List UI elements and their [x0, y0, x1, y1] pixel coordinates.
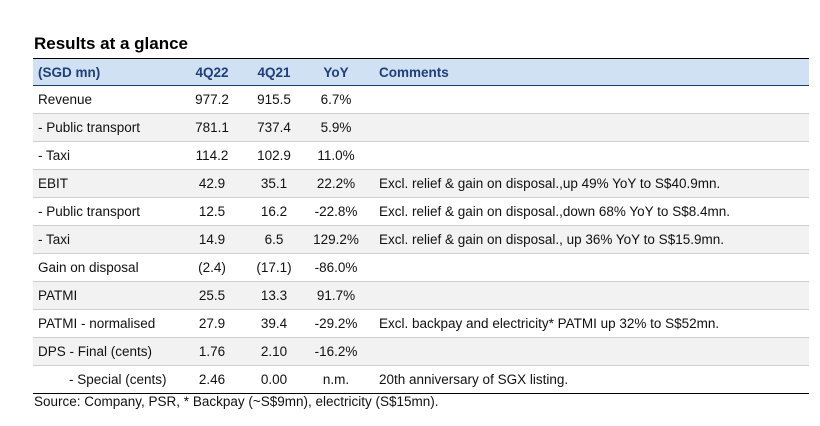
cell-4q22: 27.9 — [198, 316, 226, 331]
cell-yoy: 6.7% — [320, 92, 352, 107]
header-comments: Comments — [379, 64, 449, 80]
cell-4q22: 42.9 — [198, 176, 226, 191]
cell-4q22: 14.9 — [198, 232, 226, 247]
cell-yoy: -29.2% — [314, 316, 358, 331]
cell-4q21: (17.1) — [256, 260, 292, 275]
cell-comment: Excl. relief & gain on disposal.,down 68… — [379, 204, 730, 219]
row-label: Revenue — [38, 92, 93, 107]
table-row: DPS - Final (cents) 1.76 2.10 -16.2% — [33, 338, 809, 366]
cell-comment: 20th anniversary of SGX listing. — [379, 372, 569, 387]
row-label: PATMI - normalised — [38, 316, 156, 331]
cell-4q21: 39.4 — [260, 316, 288, 331]
header-units: (SGD mn) — [38, 64, 101, 80]
cell-4q21: 2.10 — [260, 344, 288, 359]
table-row: PATMI - normalised 27.9 39.4 -29.2% Excl… — [33, 310, 809, 338]
cell-yoy: n.m. — [322, 372, 350, 387]
table-row: - Taxi 14.9 6.5 129.2% Excl. relief & ga… — [33, 226, 809, 254]
figure-title: Results at a glance — [34, 34, 189, 53]
cell-comment: Excl. relief & gain on disposal.,up 49% … — [379, 176, 721, 191]
row-label: - Public transport — [38, 120, 141, 135]
row-label: - Special (cents) — [69, 372, 167, 387]
cell-yoy: 91.7% — [316, 288, 356, 303]
cell-yoy: 22.2% — [316, 176, 356, 191]
row-label: - Public transport — [38, 204, 141, 219]
cell-4q21: 0.00 — [260, 372, 288, 387]
row-label: - Taxi — [38, 232, 71, 247]
row-label: PATMI — [38, 288, 78, 303]
cell-4q22: 1.76 — [198, 344, 226, 359]
cell-yoy: -86.0% — [314, 260, 358, 275]
cell-4q21: 102.9 — [257, 148, 291, 163]
cell-4q21: 16.2 — [260, 204, 288, 219]
cell-comment: Excl. backpay and electricity* PATMI up … — [379, 316, 720, 331]
cell-4q22: 25.5 — [198, 288, 226, 303]
header-yoy: YoY — [323, 64, 349, 80]
cell-yoy: 5.9% — [320, 120, 352, 135]
cell-yoy: -16.2% — [314, 344, 358, 359]
table-row: - Special (cents) 2.46 0.00 n.m. 20th an… — [33, 366, 809, 393]
row-label: DPS - Final (cents) — [38, 344, 153, 359]
cell-yoy: 11.0% — [317, 148, 355, 163]
source-note: Source: Company, PSR, * Backpay (~S$9mn)… — [34, 394, 439, 409]
cell-4q22: (2.4) — [198, 260, 226, 275]
table-row: Revenue 977.2 915.5 6.7% — [33, 86, 809, 114]
cell-comment: Excl. relief & gain on disposal., up 36%… — [379, 232, 724, 247]
table-row: PATMI 25.5 13.3 91.7% — [33, 282, 809, 310]
cell-4q21: 915.5 — [257, 92, 291, 107]
table-row: - Taxi 114.2 102.9 11.0% — [33, 142, 809, 170]
cell-yoy: 129.2% — [313, 232, 359, 247]
table-row: - Public transport 12.5 16.2 -22.8% Excl… — [33, 198, 809, 226]
row-label: Gain on disposal — [38, 260, 139, 275]
cell-yoy: -22.8% — [314, 204, 358, 219]
cell-4q22: 781.1 — [195, 120, 229, 135]
cell-4q21: 6.5 — [264, 232, 284, 247]
cell-4q21: 35.1 — [260, 176, 288, 191]
results-table: (SGD mn) 4Q22 4Q21 YoY Comments Revenue … — [33, 58, 809, 394]
cell-4q22: 12.5 — [198, 204, 226, 219]
header-4q22: 4Q22 — [195, 64, 229, 80]
table-row: - Public transport 781.1 737.4 5.9% — [33, 114, 809, 142]
header-4q21: 4Q21 — [257, 64, 291, 80]
cell-4q21: 737.4 — [257, 120, 291, 135]
cell-4q22: 2.46 — [198, 372, 226, 387]
table-row: Gain on disposal (2.4) (17.1) -86.0% — [33, 254, 809, 282]
table-header-row: (SGD mn) 4Q22 4Q21 YoY Comments — [33, 59, 809, 86]
row-label: EBIT — [38, 176, 69, 191]
row-label: - Taxi — [38, 148, 71, 163]
cell-4q22: 977.2 — [195, 92, 229, 107]
cell-4q22: 114.2 — [195, 148, 229, 163]
cell-4q21: 13.3 — [260, 288, 288, 303]
table-row: EBIT 42.9 35.1 22.2% Excl. relief & gain… — [33, 170, 809, 198]
